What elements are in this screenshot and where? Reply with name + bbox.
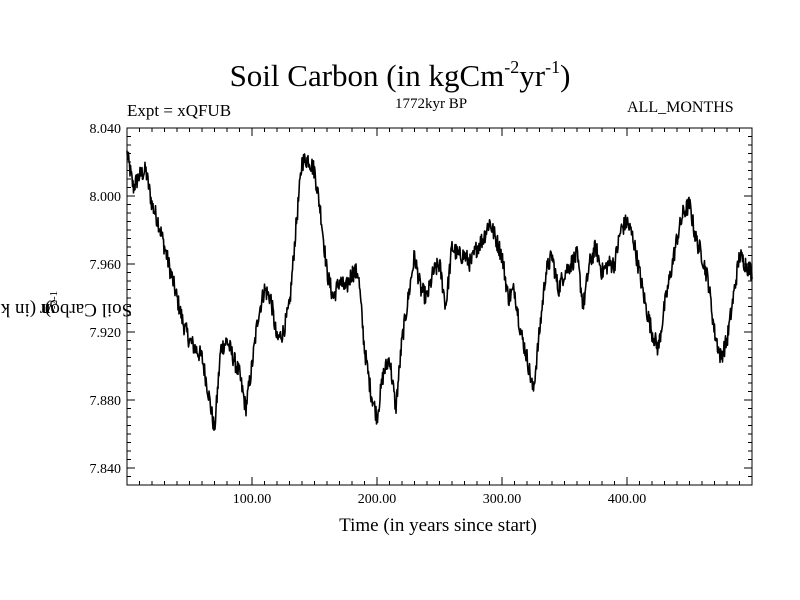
- chart-title: Soil Carbon (in kgCm-2yr-1): [0, 58, 800, 94]
- chart-title-mid: yr: [519, 58, 546, 93]
- chart-title-exponent-1: -2: [504, 57, 520, 77]
- y-tick-label: 7.960: [90, 258, 122, 273]
- x-tick-label: 100.00: [233, 492, 272, 507]
- y-axis-label-end: ): [44, 299, 52, 321]
- y-axis-label-main: Soil Carbon (in kgCm: [0, 299, 133, 321]
- chart-title-exponent-2: -1: [545, 57, 561, 77]
- months-label: ALL_MONTHS: [627, 99, 734, 116]
- experiment-label: Expt = xQFUB: [127, 101, 232, 120]
- y-tick-label: 7.920: [90, 326, 122, 341]
- chart-title-end: ): [560, 58, 571, 93]
- period-label: 1772kyr BP: [395, 96, 468, 112]
- y-tick-label: 8.040: [90, 122, 122, 137]
- y-tick-label: 7.880: [90, 394, 122, 409]
- plot-frame: [126, 127, 753, 486]
- x-tick-label: 400.00: [608, 492, 647, 507]
- x-axis-label: Time (in years since start): [339, 515, 537, 536]
- chart-title-main: Soil Carbon (in kgCm: [229, 58, 505, 93]
- x-tick-label: 300.00: [483, 492, 522, 507]
- x-tick-label: 200.00: [358, 492, 397, 507]
- series-line: [126, 150, 753, 432]
- y-tick-label: 8.000: [90, 190, 122, 205]
- y-tick-label: 7.840: [90, 462, 122, 477]
